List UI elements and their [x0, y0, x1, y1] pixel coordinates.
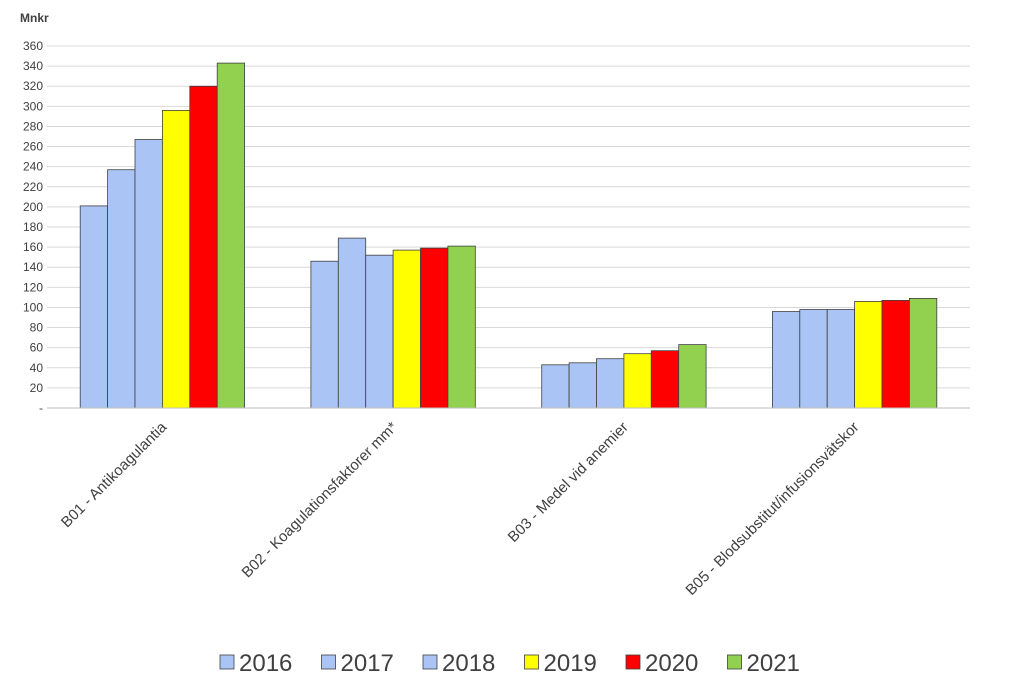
y-tick-label: 280: [23, 119, 43, 133]
y-tick-label: 320: [23, 79, 43, 93]
y-tick-label: 180: [23, 220, 43, 234]
y-tick-label: 20: [30, 381, 44, 395]
bar-2020-4: [881, 299, 910, 409]
bar-2020-3: [650, 350, 680, 409]
bar-2017-3: [568, 362, 597, 409]
legend-swatch: [422, 654, 438, 670]
bar-2020-1: [189, 85, 218, 409]
y-axis-ticks: - 20 40 60 80 100 120 140 160 180 200 220 240 260 280 3…: [23, 39, 43, 415]
y-tick-label: 340: [23, 59, 43, 73]
y-tick-label: 360: [23, 39, 43, 53]
bar-2020-2: [420, 247, 449, 409]
y-tick-label: 100: [23, 300, 43, 314]
category-label: B05 - Blodsubstitut/infusionsvätskor: [682, 419, 862, 599]
y-tick-label: 40: [30, 361, 44, 375]
bar-2019-2: [392, 249, 421, 409]
y-tick-label: 160: [23, 240, 43, 254]
bar-2018-4: [826, 309, 856, 409]
y-tick-label: 80: [30, 321, 44, 335]
legend-swatch: [524, 654, 539, 670]
legend-label: 2020: [645, 650, 698, 677]
bar-2016-3: [541, 364, 570, 409]
bar-2018-3: [596, 358, 625, 409]
bar-2021-3: [678, 344, 707, 409]
legend-swatch: [625, 654, 641, 670]
bar-2016-4: [772, 311, 801, 409]
legend: 2016 2017 2018 2019 2020 2021: [219, 650, 800, 677]
y-tick-label: 300: [23, 99, 43, 113]
category-label: B02 - Koagulationsfaktorer mm*: [239, 419, 401, 581]
category-label: B03 - Medel vid anemier: [505, 419, 632, 546]
bars: [79, 62, 938, 409]
bar-2019-4: [854, 300, 883, 409]
legend-swatch: [727, 654, 742, 670]
bar-2017-1: [107, 169, 136, 409]
legend-label: 2018: [442, 650, 495, 677]
y-axis-unit-label: Mnkr: [20, 11, 49, 25]
y-tick-label: -: [39, 401, 43, 415]
y-tick-label: 240: [23, 160, 43, 174]
bar-2016-2: [310, 260, 339, 409]
y-tick-label: 120: [23, 280, 43, 294]
bar-2021-2: [447, 245, 476, 409]
legend-swatch: [321, 654, 336, 670]
bar-2016-1: [79, 205, 108, 409]
y-tick-label: 220: [23, 180, 43, 194]
bar-2019-3: [623, 353, 652, 409]
y-tick-label: 60: [30, 341, 44, 355]
y-tick-label: 200: [23, 200, 43, 214]
bar-2018-2: [365, 254, 394, 409]
legend-label: 2021: [747, 650, 800, 677]
legend-label: 2016: [239, 650, 292, 677]
y-tick-label: 260: [23, 140, 43, 154]
y-tick-label: 140: [23, 260, 43, 274]
bar-2019-1: [161, 110, 191, 409]
bar-2021-1: [216, 62, 245, 409]
bar-2017-4: [799, 309, 828, 409]
bar-2018-1: [134, 139, 163, 409]
category-label: B01 - Antikoagulantia: [58, 418, 171, 531]
category-labels: B01 - Antikoagulantia B02 - Koagulationsf…: [58, 418, 863, 599]
legend-label: 2019: [544, 650, 597, 677]
legend-label: 2017: [341, 650, 394, 677]
bar-2021-4: [909, 297, 938, 409]
legend-swatch: [219, 654, 235, 670]
bar-2017-2: [337, 237, 367, 409]
